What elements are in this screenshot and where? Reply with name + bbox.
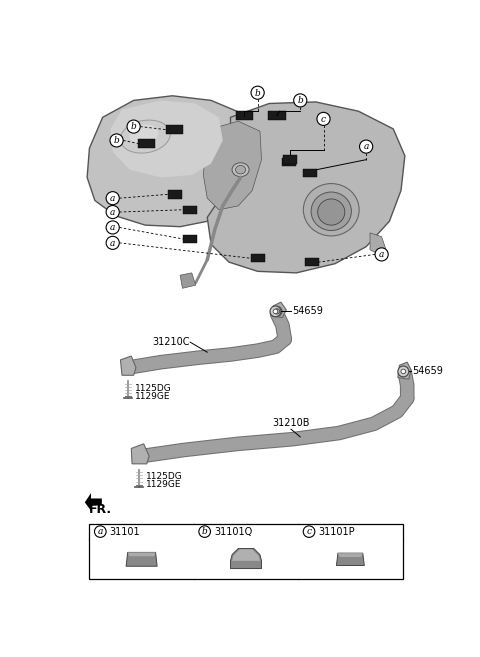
Polygon shape xyxy=(370,233,385,254)
FancyBboxPatch shape xyxy=(89,524,403,579)
Circle shape xyxy=(106,206,120,219)
Polygon shape xyxy=(87,96,254,227)
Text: b: b xyxy=(255,89,261,98)
Ellipse shape xyxy=(311,192,351,231)
Circle shape xyxy=(106,221,120,234)
Text: 1125DG: 1125DG xyxy=(135,384,172,393)
Circle shape xyxy=(401,369,406,374)
Circle shape xyxy=(199,526,210,537)
Circle shape xyxy=(106,192,120,205)
Text: b: b xyxy=(298,97,303,105)
FancyBboxPatch shape xyxy=(283,155,297,164)
Polygon shape xyxy=(272,302,286,317)
Polygon shape xyxy=(338,553,363,557)
Text: 31210B: 31210B xyxy=(272,418,310,428)
Circle shape xyxy=(127,120,140,133)
Text: a: a xyxy=(110,238,115,248)
Text: 54659: 54659 xyxy=(292,306,324,317)
Polygon shape xyxy=(204,121,262,210)
Ellipse shape xyxy=(120,120,170,153)
Text: a: a xyxy=(110,194,115,203)
Polygon shape xyxy=(110,101,223,177)
Polygon shape xyxy=(132,444,149,464)
Polygon shape xyxy=(232,549,260,561)
FancyBboxPatch shape xyxy=(183,206,197,214)
Text: b: b xyxy=(114,136,120,145)
Circle shape xyxy=(375,248,388,261)
Circle shape xyxy=(303,526,315,537)
Polygon shape xyxy=(85,493,102,510)
FancyBboxPatch shape xyxy=(251,254,264,263)
Circle shape xyxy=(274,309,280,314)
Circle shape xyxy=(272,306,282,317)
Text: a: a xyxy=(363,143,369,152)
Polygon shape xyxy=(180,273,196,288)
Circle shape xyxy=(294,94,307,107)
FancyBboxPatch shape xyxy=(302,169,316,177)
Text: a: a xyxy=(97,528,103,537)
Text: FR.: FR. xyxy=(89,503,112,516)
Circle shape xyxy=(251,86,264,99)
Circle shape xyxy=(317,112,330,125)
Circle shape xyxy=(95,526,106,537)
Text: 31210C: 31210C xyxy=(153,337,190,347)
Text: 31101P: 31101P xyxy=(318,527,355,537)
Circle shape xyxy=(398,366,409,377)
FancyBboxPatch shape xyxy=(138,139,156,148)
Text: b: b xyxy=(202,528,207,537)
Polygon shape xyxy=(128,553,156,556)
Polygon shape xyxy=(230,549,262,568)
Polygon shape xyxy=(398,362,411,379)
Text: 1129GE: 1129GE xyxy=(135,392,171,401)
Ellipse shape xyxy=(129,124,158,144)
Text: a: a xyxy=(379,250,384,260)
FancyBboxPatch shape xyxy=(166,125,183,134)
Circle shape xyxy=(270,306,281,317)
Text: b: b xyxy=(131,122,136,131)
Polygon shape xyxy=(126,553,157,566)
Ellipse shape xyxy=(318,199,345,225)
Text: 1129GE: 1129GE xyxy=(146,480,181,489)
Polygon shape xyxy=(336,553,364,566)
FancyBboxPatch shape xyxy=(183,235,197,243)
FancyBboxPatch shape xyxy=(268,111,286,120)
Polygon shape xyxy=(207,102,405,273)
Text: c: c xyxy=(307,528,312,537)
FancyBboxPatch shape xyxy=(236,111,253,120)
Circle shape xyxy=(110,134,123,147)
Text: a: a xyxy=(110,208,115,217)
Circle shape xyxy=(273,309,278,313)
Text: 1125DG: 1125DG xyxy=(146,472,183,482)
Text: 31101Q: 31101Q xyxy=(214,527,252,537)
Circle shape xyxy=(106,237,120,250)
Ellipse shape xyxy=(236,166,246,174)
FancyBboxPatch shape xyxy=(282,158,296,166)
FancyBboxPatch shape xyxy=(305,258,319,266)
Polygon shape xyxy=(120,356,136,375)
Text: 54659: 54659 xyxy=(413,367,444,376)
Ellipse shape xyxy=(303,183,359,236)
Ellipse shape xyxy=(232,163,249,177)
Text: c: c xyxy=(321,115,326,124)
FancyBboxPatch shape xyxy=(168,190,181,198)
Text: 31101: 31101 xyxy=(109,527,140,537)
Circle shape xyxy=(360,140,372,153)
Text: a: a xyxy=(110,223,115,233)
